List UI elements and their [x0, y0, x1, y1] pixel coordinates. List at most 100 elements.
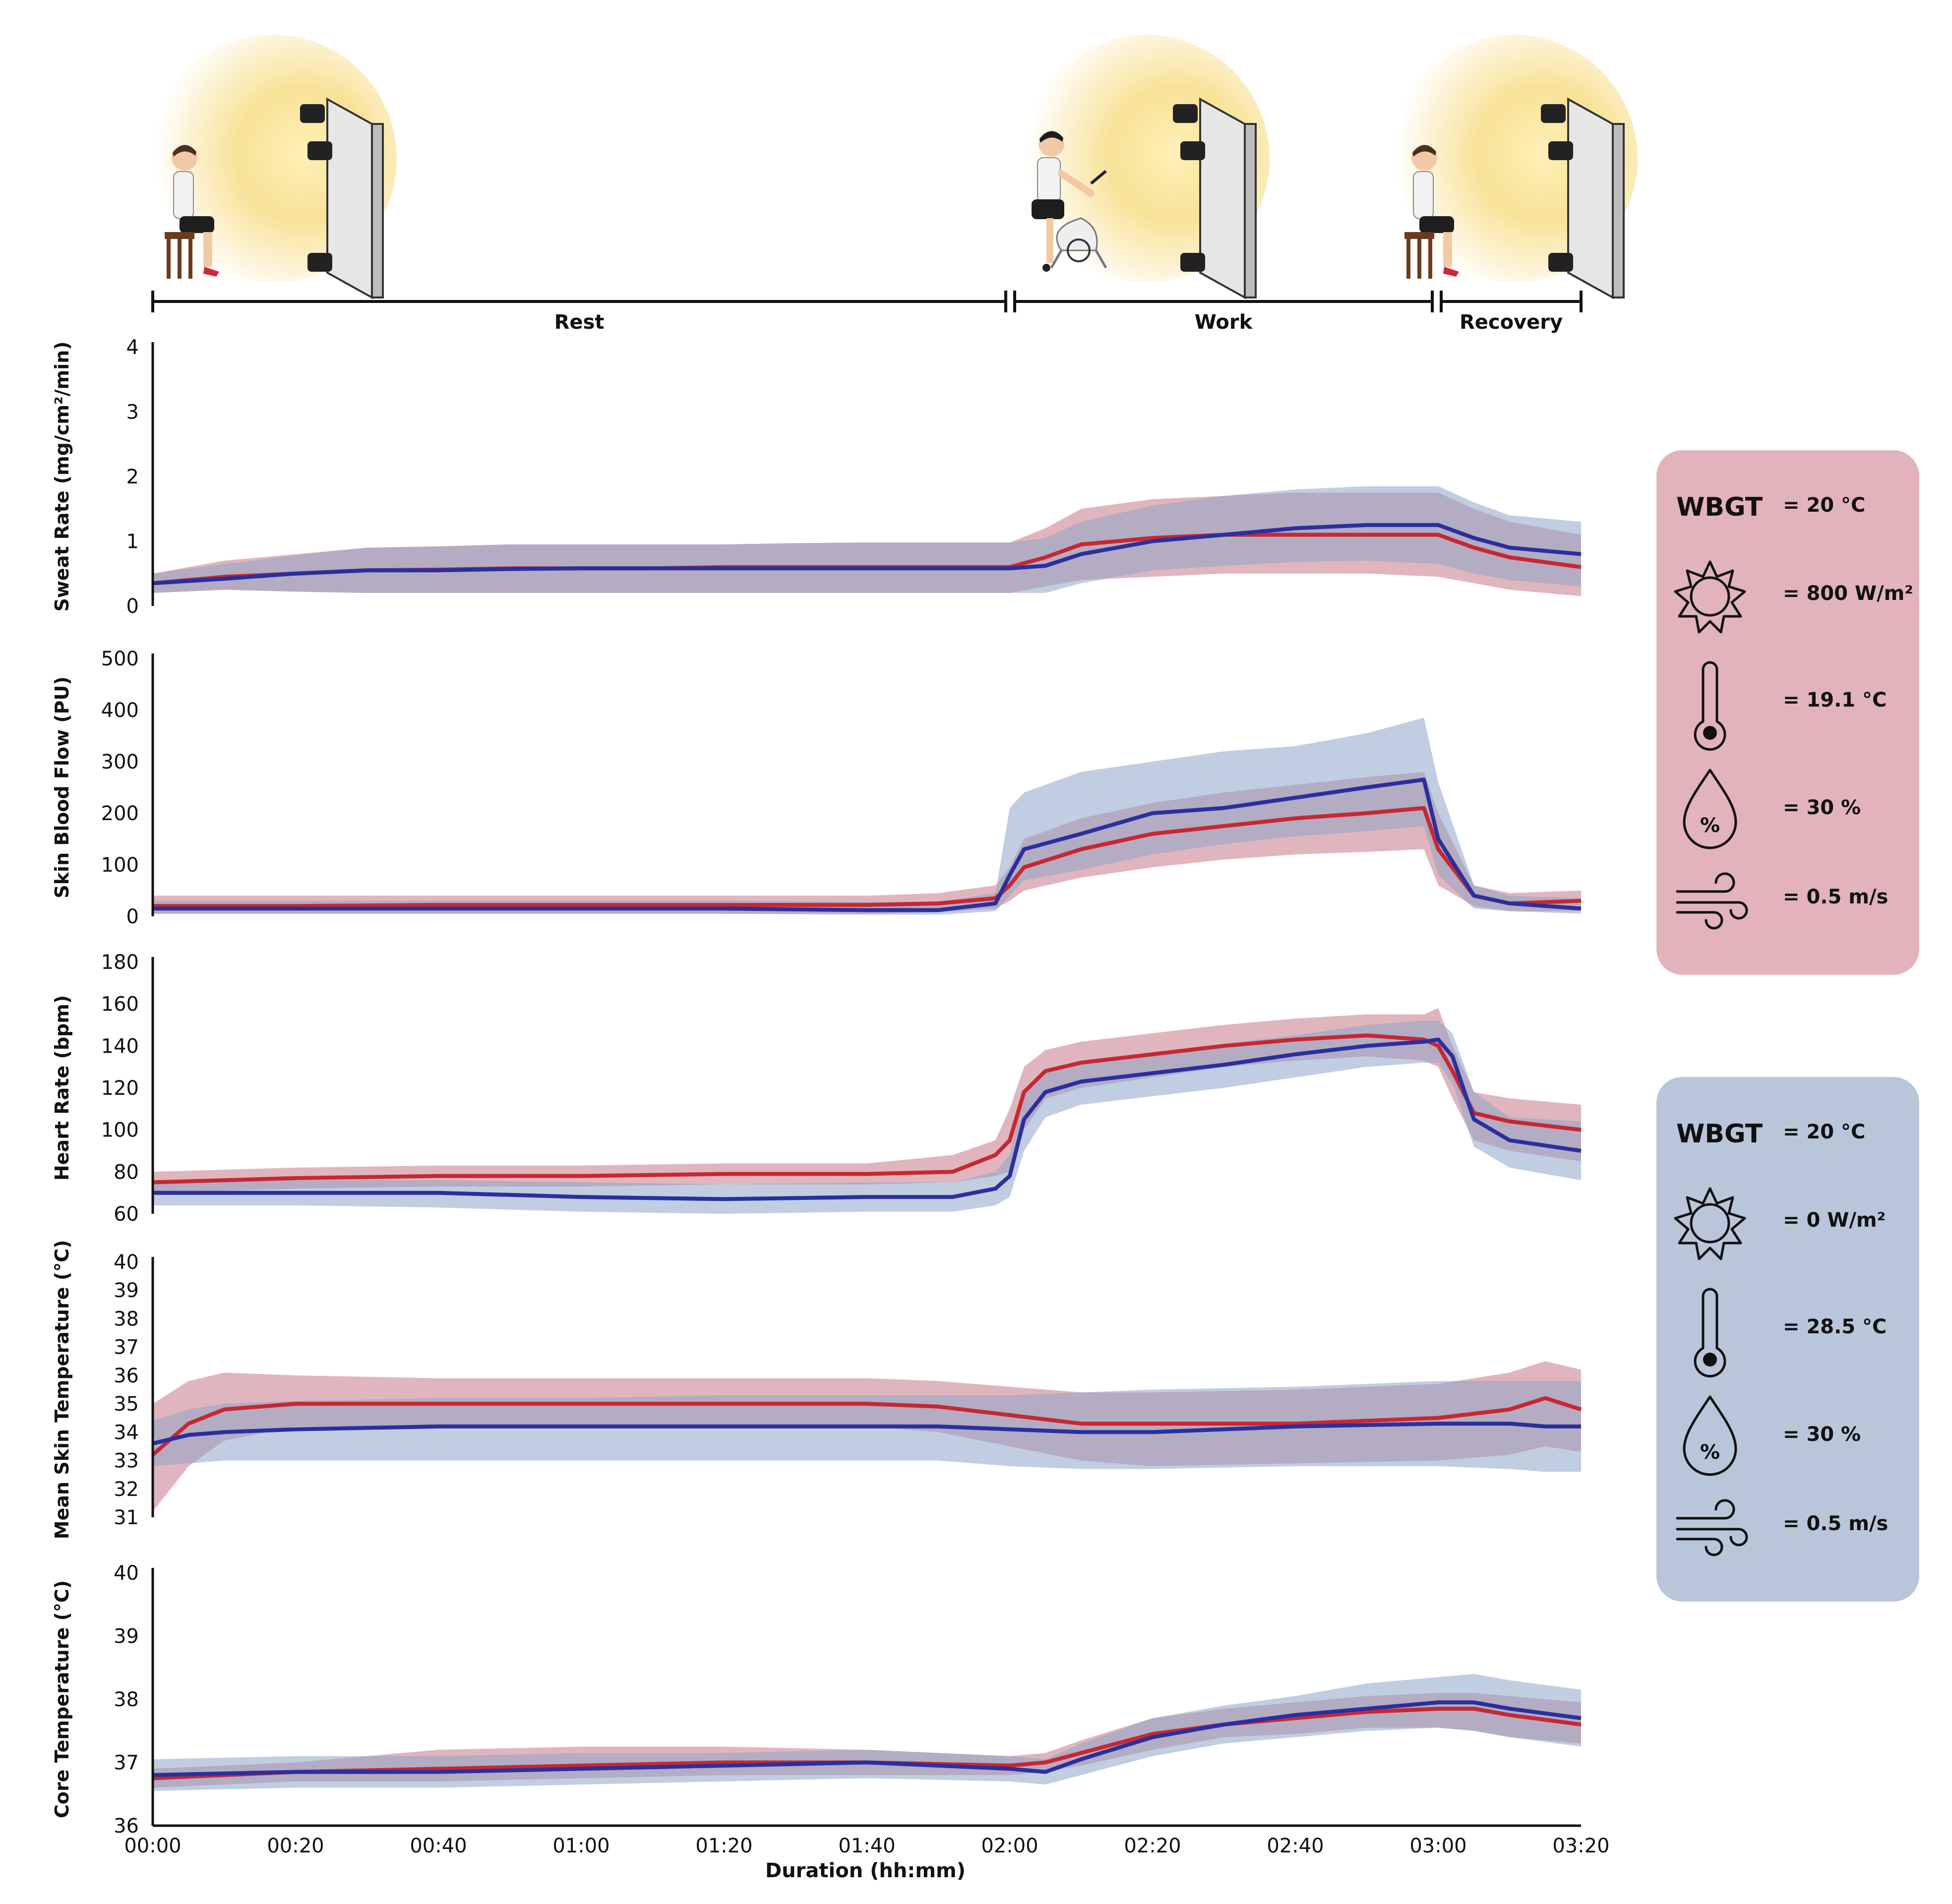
phase-work: Work — [1013, 291, 1434, 334]
y-axis-label: Skin Blood Flow (PU) — [51, 676, 73, 898]
wbgt-label: WBGT — [1676, 1119, 1763, 1149]
air-temperature-value: = 19.1 °C — [1783, 689, 1887, 712]
legend-no-radiant-heat: WBGT = 20 °C = 0 W/m² = 28.5 °C % = 30 %… — [1656, 1077, 1919, 1602]
y-tick-label: 100 — [101, 854, 139, 877]
x-tick-label: 03:00 — [1409, 1835, 1466, 1857]
series-line-red — [153, 806, 1582, 908]
thermometer-icon — [1694, 661, 1726, 751]
y-tick-label: 300 — [101, 751, 139, 774]
y-tick-label: 60 — [114, 1203, 139, 1226]
y-tick-label: 80 — [114, 1161, 139, 1184]
y-tick-label: 32 — [114, 1478, 139, 1501]
series-line-blue — [153, 777, 1582, 912]
y-tick-label: 39 — [114, 1625, 139, 1648]
thermometer-icon — [1694, 1288, 1726, 1377]
phase-label: Work — [1195, 311, 1253, 334]
sd-band-blue — [153, 486, 1581, 593]
legend-radiant-heat: WBGT = 20 °C = 800 W/m² = 19.1 °C % = 30… — [1656, 450, 1919, 975]
wbgt-value: = 20 °C — [1783, 494, 1865, 517]
wind-speed-value: = 0.5 m/s — [1783, 886, 1888, 908]
y-tick-label: 31 — [114, 1506, 139, 1529]
y-tick-label: 100 — [101, 1119, 139, 1142]
panel-5: 36 37 38 39 40 Core Temperature (°C) — [51, 1562, 1582, 1838]
y-axis-label: Core Temperature (°C) — [51, 1580, 73, 1818]
y-tick-label: 40 — [114, 1251, 139, 1274]
sun-icon — [1674, 560, 1746, 634]
y-tick-label: 200 — [101, 802, 139, 825]
y-axis-label: Mean Skin Temperature (°C) — [51, 1240, 73, 1540]
y-tick-label: 34 — [114, 1421, 139, 1444]
humidity-drop-icon: % — [1683, 1395, 1737, 1476]
relative-humidity-value: = 30 % — [1783, 796, 1861, 819]
x-tick-label: 02:40 — [1267, 1835, 1324, 1857]
sd-band-blue — [153, 1020, 1581, 1214]
wind-speed-value: = 0.5 m/s — [1783, 1512, 1888, 1535]
y-tick-label: 1 — [126, 531, 139, 553]
y-tick-label: 39 — [114, 1279, 139, 1302]
series-line-blue — [152, 1422, 1581, 1446]
x-tick-label: 00:00 — [124, 1835, 181, 1857]
relative-humidity-value: = 30 % — [1783, 1423, 1861, 1446]
y-tick-label: 0 — [126, 595, 139, 618]
y-tick-label: 37 — [114, 1752, 139, 1775]
series-line-blue — [153, 1037, 1582, 1201]
y-axis-label: Sweat Rate (mg/cm²/min) — [51, 341, 73, 611]
y-tick-label: 4 — [126, 336, 139, 359]
series-line-red — [152, 1033, 1582, 1185]
phase-rest: Rest — [151, 291, 1007, 334]
y-tick-label: 500 — [101, 648, 139, 670]
sd-band-blue — [153, 717, 1581, 915]
y-tick-label: 35 — [114, 1393, 139, 1416]
wind-icon — [1676, 1499, 1748, 1556]
y-tick-label: 400 — [101, 699, 139, 722]
sd-band-blue — [153, 1674, 1581, 1791]
x-tick-label: 02:00 — [981, 1835, 1038, 1857]
wbgt-label: WBGT — [1676, 492, 1763, 522]
series-line-blue — [152, 523, 1582, 586]
humidity-drop-icon: % — [1683, 769, 1737, 849]
x-tick-label: 01:00 — [552, 1835, 610, 1857]
x-tick-label: 03:20 — [1552, 1835, 1609, 1857]
y-tick-label: 0 — [126, 905, 139, 928]
phase-recovery: Recovery — [1440, 291, 1583, 334]
panel-4: 31 32 33 34 35 36 37 38 39 40 Mean Skin Temperatur… — [51, 1240, 1582, 1540]
x-axis-label: Duration (hh:mm) — [765, 1859, 966, 1882]
phase-label: Recovery — [1460, 311, 1563, 334]
x-tick-label: 02:20 — [1124, 1835, 1181, 1857]
series-line-red — [151, 1396, 1582, 1457]
y-tick-label: 36 — [114, 1365, 139, 1387]
x-tick-label: 00:40 — [410, 1835, 467, 1857]
wbgt-value: = 20 °C — [1783, 1121, 1865, 1143]
x-tick-label: 01:20 — [695, 1835, 752, 1857]
panel-1: 0 1 2 3 4 Sweat Rate (mg/cm²/min) — [51, 336, 1582, 618]
panel-2: 0 100 200 300 400 500 Skin Blood Flow (PU) — [51, 648, 1582, 928]
solar-radiation-value: = 800 W/m² — [1783, 582, 1913, 605]
solar-radiation-value: = 0 W/m² — [1783, 1209, 1886, 1232]
y-tick-label: 120 — [101, 1077, 139, 1100]
y-tick-label: 36 — [114, 1815, 139, 1838]
y-tick-label: 2 — [126, 466, 139, 488]
series-line-blue — [152, 1700, 1582, 1777]
humidity-percent-symbol: % — [1700, 1441, 1720, 1464]
phase-label: Rest — [554, 311, 605, 334]
y-tick-label: 37 — [114, 1336, 139, 1359]
x-tick-label: 00:20 — [267, 1835, 324, 1857]
y-tick-label: 40 — [114, 1562, 139, 1585]
x-tick-label: 01:40 — [838, 1835, 895, 1857]
y-tick-label: 160 — [101, 993, 139, 1016]
y-axis-label: Heart Rate (bpm) — [51, 995, 73, 1181]
y-tick-label: 3 — [126, 401, 139, 424]
air-temperature-value: = 28.5 °C — [1783, 1315, 1887, 1338]
y-tick-label: 33 — [114, 1450, 139, 1473]
humidity-percent-symbol: % — [1700, 814, 1720, 837]
panel-3: 60 80 100 120 140 160 180 Heart Rate (bpm) — [51, 951, 1582, 1226]
series-line-red — [152, 1707, 1582, 1781]
x-axis: 00:00 00:20 00:40 01:00 01:20 01:40 02:00 02:20… — [124, 1835, 1609, 1857]
y-tick-label: 38 — [114, 1688, 139, 1711]
sun-icon — [1674, 1187, 1746, 1260]
phase-timeline: Rest Work Recovery — [151, 291, 1583, 334]
y-tick-label: 140 — [101, 1035, 139, 1058]
y-tick-label: 180 — [101, 951, 139, 974]
